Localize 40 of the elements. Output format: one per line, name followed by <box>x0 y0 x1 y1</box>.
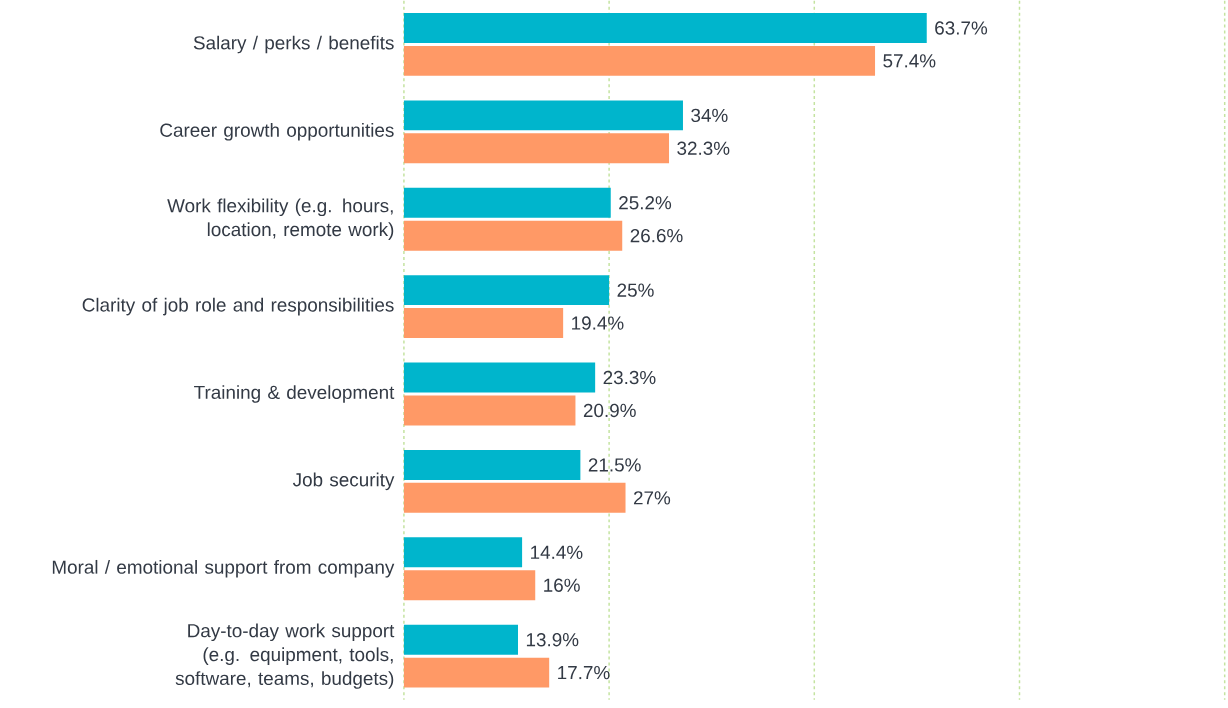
bar <box>403 450 581 480</box>
data-label: 21.5% <box>588 458 641 472</box>
bar <box>403 308 564 339</box>
data-label: 63.7% <box>935 21 988 35</box>
bar <box>403 362 596 393</box>
bar <box>403 395 576 426</box>
bar <box>403 275 610 306</box>
y-tick-label: Moral / emotional support from company <box>52 560 395 578</box>
bar <box>403 624 518 655</box>
y-tick-label: Clarity of job role and responsibilities <box>82 297 394 316</box>
y-tick-label: Day-to-day work support (e.g. equipment, tools, software, teams, budgets) <box>175 623 395 689</box>
data-label: 34% <box>691 108 728 123</box>
bar <box>403 46 876 76</box>
data-label: 27% <box>633 491 671 505</box>
y-tick-label: Salary / perks / benefits <box>193 35 394 54</box>
data-label: 17.7% <box>558 666 610 680</box>
bar <box>403 187 611 218</box>
data-label: 14.4% <box>531 545 583 559</box>
data-label: 26.6% <box>630 229 683 243</box>
bar <box>403 657 550 688</box>
bar <box>403 570 536 601</box>
data-label: 32.3% <box>677 141 730 156</box>
bar <box>403 537 523 568</box>
data-label: 25.2% <box>619 196 672 210</box>
data-label: 19.4% <box>572 316 624 330</box>
y-tick-label: Work flexibility (e.g. hours, location, remote work) <box>167 198 394 241</box>
bar <box>403 220 623 251</box>
bar <box>403 133 670 164</box>
y-tick-label: Career growth opportunities <box>160 123 394 141</box>
bar <box>403 100 683 131</box>
y-tick-label: Training & development <box>194 385 395 403</box>
data-label: 20.9% <box>583 403 636 418</box>
data-label: 16% <box>544 578 580 592</box>
data-label: 13.9% <box>526 633 579 647</box>
data-label: 23.3% <box>603 370 656 385</box>
y-tick-label: Job security <box>292 472 395 491</box>
data-label: 25% <box>617 283 654 297</box>
data-label: 57.4% <box>883 54 936 68</box>
bar <box>403 482 626 513</box>
bar <box>403 13 927 44</box>
